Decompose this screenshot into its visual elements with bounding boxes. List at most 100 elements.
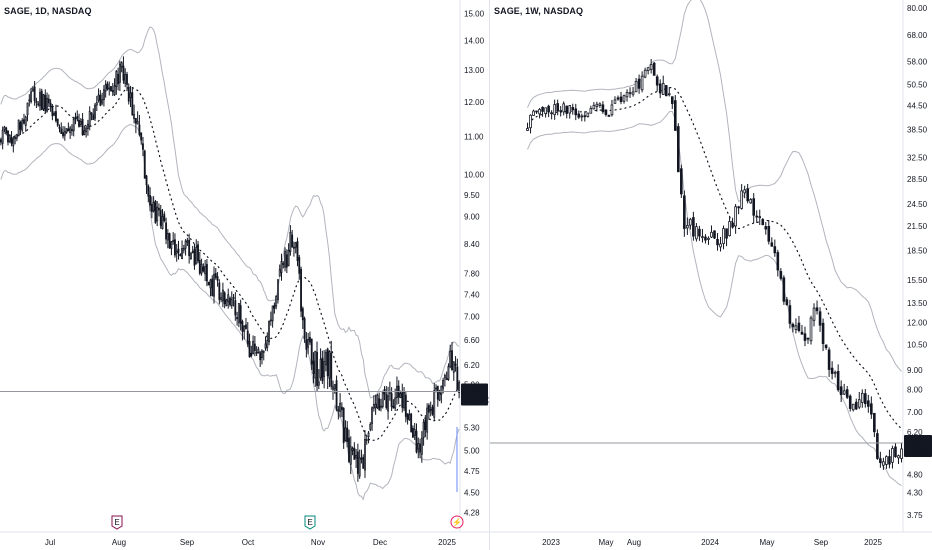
candle-body bbox=[296, 241, 299, 261]
candle bbox=[622, 94, 626, 104]
y-tick-label: 58.00 bbox=[907, 57, 928, 66]
candle bbox=[186, 237, 189, 247]
candle bbox=[163, 211, 166, 223]
candle bbox=[358, 449, 361, 479]
candle bbox=[200, 258, 203, 276]
candle-body bbox=[161, 216, 164, 230]
candle bbox=[67, 122, 70, 132]
candle-body bbox=[749, 199, 752, 204]
candle-body bbox=[69, 127, 72, 133]
candle-body bbox=[301, 308, 304, 321]
candle bbox=[26, 102, 29, 122]
candle bbox=[324, 349, 327, 372]
candle-body bbox=[670, 96, 674, 104]
y-tick-label: 8.00 bbox=[907, 386, 923, 395]
candle-body bbox=[255, 351, 258, 354]
candle-body bbox=[863, 393, 867, 405]
candle-body bbox=[358, 457, 361, 477]
candle-body bbox=[420, 437, 423, 455]
candle bbox=[879, 451, 882, 468]
y-tick-label: 9.50 bbox=[464, 191, 480, 200]
candle-body bbox=[33, 86, 36, 102]
candle bbox=[812, 303, 816, 327]
candle-body bbox=[438, 392, 441, 401]
candle-body bbox=[46, 97, 48, 112]
candle-body bbox=[207, 281, 210, 286]
candle-body bbox=[182, 248, 185, 251]
candle bbox=[882, 457, 885, 470]
candle-body bbox=[120, 62, 123, 68]
candle-body bbox=[885, 456, 888, 465]
candle-body bbox=[710, 231, 713, 238]
y-tick-label: 4.50 bbox=[464, 489, 480, 498]
candle-body bbox=[117, 73, 120, 85]
x-tick-label: Oct bbox=[242, 538, 255, 547]
candle-body bbox=[131, 92, 134, 116]
candle bbox=[445, 371, 448, 381]
candle-body bbox=[191, 251, 194, 253]
candle-body bbox=[891, 448, 894, 463]
candle-body bbox=[326, 348, 329, 377]
y-tick-label: 68.00 bbox=[907, 31, 928, 40]
candle bbox=[120, 61, 123, 73]
weekly-chart-svg[interactable]: 80.00 68.00 58.00 50.50 44.50 38.50 32.50 28.50… bbox=[490, 0, 932, 550]
candle bbox=[110, 86, 112, 92]
candle bbox=[250, 345, 253, 358]
chart-panel-daily[interactable]: SAGE, 1D, NASDAQ 15.00 14.00 13.00 12.00 11.… bbox=[0, 0, 489, 550]
candle-body bbox=[248, 340, 251, 358]
candle bbox=[40, 88, 43, 111]
candle-body bbox=[156, 206, 159, 222]
candle bbox=[1, 126, 4, 150]
candle bbox=[23, 113, 25, 125]
candle-body bbox=[70, 129, 73, 132]
y-tick-label: 6.20 bbox=[907, 428, 923, 437]
candle bbox=[821, 318, 825, 352]
candle bbox=[369, 422, 372, 432]
candle bbox=[394, 388, 397, 412]
candle-body bbox=[365, 439, 368, 441]
candle-body bbox=[449, 350, 452, 367]
y-tick-label: 12.00 bbox=[464, 98, 485, 107]
candle bbox=[571, 103, 575, 115]
candle-body bbox=[761, 219, 765, 226]
candle-body bbox=[324, 352, 327, 366]
candle-body bbox=[399, 392, 402, 399]
candle bbox=[307, 332, 310, 355]
candle-body bbox=[289, 231, 292, 253]
candle-body bbox=[435, 387, 437, 390]
candle-body bbox=[355, 454, 358, 459]
candle-body bbox=[680, 168, 683, 195]
candle bbox=[111, 82, 114, 96]
candle-body bbox=[227, 294, 230, 303]
candle bbox=[529, 114, 532, 134]
daily-chart-svg[interactable]: 15.00 14.00 13.00 12.00 11.00 10.00 9.50 9.00 8.… bbox=[0, 0, 489, 550]
candle bbox=[39, 88, 41, 111]
candle-body bbox=[28, 99, 31, 102]
candle-body bbox=[604, 109, 608, 115]
candle bbox=[568, 104, 572, 119]
candle-body bbox=[728, 221, 731, 237]
candle bbox=[257, 346, 260, 354]
candle-body bbox=[426, 407, 429, 433]
x-tick-label: Dec bbox=[373, 538, 387, 547]
candle bbox=[541, 106, 544, 117]
candle-body bbox=[422, 421, 425, 438]
candle-body bbox=[168, 233, 171, 249]
candle-body bbox=[353, 447, 356, 460]
candle bbox=[323, 350, 326, 389]
candle-body bbox=[830, 367, 834, 374]
candle bbox=[122, 56, 125, 84]
candle-body bbox=[328, 351, 331, 379]
candle-body bbox=[266, 340, 269, 348]
x-tick-label: 2025 bbox=[864, 538, 882, 547]
candle bbox=[298, 254, 301, 280]
chart-panel-weekly[interactable]: SAGE, 1W, NASDAQ 80.00 68.00 58.00 50.50 44.… bbox=[489, 0, 932, 550]
candle-body bbox=[81, 118, 84, 136]
candle-body bbox=[873, 412, 876, 433]
candle bbox=[613, 96, 617, 104]
candle bbox=[152, 196, 155, 213]
candle bbox=[330, 340, 333, 390]
candle bbox=[108, 81, 111, 96]
candle-body bbox=[275, 295, 278, 307]
candle bbox=[544, 107, 547, 118]
